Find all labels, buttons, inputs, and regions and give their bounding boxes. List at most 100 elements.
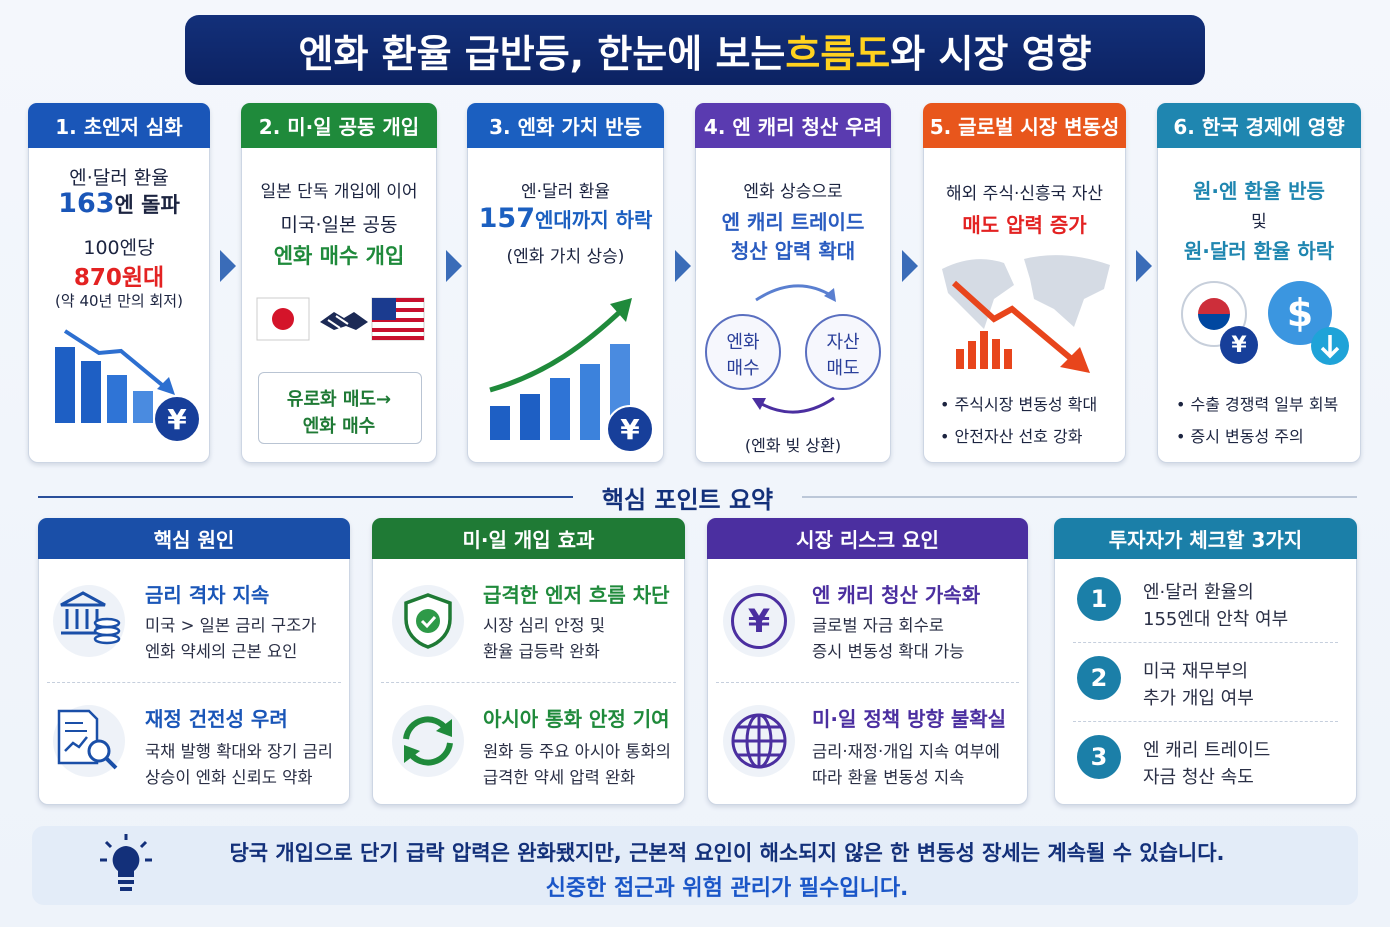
item-title: 급격한 엔저 흐름 차단	[483, 583, 670, 607]
flags	[256, 297, 425, 341]
text: 매도	[826, 358, 860, 379]
graphic	[752, 398, 766, 410]
text: 엔대까지 하락	[535, 208, 653, 232]
text: 유로화 매도→	[286, 389, 392, 410]
graphic	[372, 298, 396, 320]
graphic	[992, 339, 1000, 369]
summary-card: 시장 리스크 요인 ¥ 엔 캐리 청산 가속화 글로벌 자금 회수로 증시 변동…	[707, 518, 1028, 805]
section-title: 핵심 포인트 요약	[601, 486, 774, 514]
step-card: 3. 엔화 가치 반등 엔·달러 환율 157엔대까지 하락 (엔화 가치 상승…	[467, 103, 664, 463]
item-text: 급격한 약세 압력 완화	[483, 768, 636, 787]
graphic	[403, 716, 449, 740]
step-title: 5. 글로벌 시장 변동성	[923, 103, 1126, 148]
graphic	[1060, 347, 1090, 373]
flow-arrow	[1136, 250, 1152, 282]
text: 엔·달러 환율	[69, 167, 169, 189]
graphic	[436, 719, 452, 737]
summary-card: 투자자가 체크할 3가지 1 엔·달러 환율의 155엔대 안착 여부 2 미국…	[1054, 518, 1357, 805]
check-text: 미국 재무부의	[1143, 661, 1249, 682]
check-text: 엔 캐리 트레이드	[1143, 740, 1271, 761]
graphic	[980, 331, 988, 369]
graphic	[107, 375, 127, 423]
text: 미국·일본 공동	[280, 214, 398, 236]
step-title: 4. 엔 캐리 청산 우려	[695, 103, 891, 148]
graphic	[407, 742, 453, 766]
bullet: • 수출 경쟁력 일부 회복	[1176, 395, 1339, 414]
item-title: 미·일 정책 방향 불확실	[812, 707, 1007, 731]
graphic	[104, 756, 118, 770]
step-title: 3. 엔화 가치 반등	[467, 103, 664, 148]
cycle-arrows	[752, 284, 836, 414]
graphic	[550, 378, 570, 440]
graphic	[1198, 298, 1230, 314]
check-text: 155엔대 안착 여부	[1143, 609, 1289, 630]
flow-arrow	[220, 250, 236, 282]
text: 엔화	[726, 332, 760, 353]
graphic	[371, 297, 425, 341]
bulb-icon	[100, 834, 152, 891]
bullet: • 증시 변동성 주의	[1176, 427, 1304, 446]
falling-chart	[55, 329, 175, 423]
cycle-circle	[705, 314, 781, 390]
graphic	[416, 609, 440, 633]
item-title: 재정 건전성 우려	[145, 707, 288, 731]
item-title: 아시아 통화 안정 기여	[483, 707, 670, 731]
yen-coin: ¥	[606, 405, 654, 453]
graphic	[87, 739, 111, 763]
graphic	[157, 377, 175, 395]
card-title: 미·일 개입 효과	[372, 518, 685, 559]
divider	[802, 496, 1357, 498]
item-text: 글로벌 자금 회수로	[812, 616, 944, 635]
graphic	[610, 298, 632, 322]
graphic	[63, 329, 169, 391]
highlight: 원·엔 환율 반등	[1193, 179, 1325, 203]
number: 157	[478, 203, 535, 234]
graphic	[327, 315, 349, 329]
graphic	[272, 308, 294, 330]
graphic	[489, 306, 626, 393]
graphic	[93, 617, 121, 629]
step-card: 1. 초엔저 심화 엔·달러 환율 163엔 돌파 100엔당 870원대 (약…	[28, 103, 210, 463]
graphic	[372, 298, 424, 302]
number: 163	[58, 188, 115, 219]
check-text: 자금 청산 속도	[1143, 767, 1254, 788]
cycle-icon	[403, 716, 453, 766]
graphic	[372, 328, 424, 332]
check-number: 1	[1077, 577, 1121, 621]
graphic	[755, 284, 833, 302]
text: 엔·달러 환율	[520, 182, 610, 202]
item-text: 증시 변동성 확대 가능	[812, 642, 965, 661]
graphic	[256, 297, 310, 341]
flow-arrow	[446, 250, 462, 282]
flow-arrow	[902, 250, 918, 282]
text: 자산	[826, 332, 860, 353]
text: 주식시장 변동성 확대	[954, 395, 1098, 414]
divider	[47, 682, 341, 683]
step-title: 6. 한국 경제에 영향	[1157, 103, 1361, 148]
step-card: 6. 한국 경제에 영향 원·엔 환율 반등 및 원·달러 환율 하락 ¥ $ …	[1157, 103, 1361, 463]
graphic	[1320, 335, 1340, 359]
down-badge	[1311, 327, 1349, 365]
item-title: 금리 격차 지속	[145, 583, 270, 607]
item-text: 따라 환율 변동성 지속	[812, 768, 965, 787]
text: (엔화 가치 상승)	[506, 247, 625, 267]
text: (약 40년 만의 회저)	[55, 292, 183, 310]
text: 100엔당	[83, 237, 155, 259]
graphic	[100, 834, 152, 862]
item-text: 시장 심리 안정 및	[483, 616, 605, 635]
report-icon	[57, 709, 118, 770]
graphic	[55, 347, 75, 423]
graphic	[757, 396, 835, 414]
item-title: 엔 캐리 청산 가속화	[812, 583, 981, 607]
item-text: 환율 급등락 완화	[483, 642, 600, 661]
graphic	[733, 715, 785, 767]
text: (엔화 빚 상환)	[744, 436, 842, 455]
card-title: 투자자가 체크할 3가지	[1054, 518, 1357, 559]
text: 엔화 매수	[302, 416, 376, 437]
graphic	[100, 834, 152, 862]
text: 및	[1251, 212, 1267, 232]
graphic	[81, 361, 101, 423]
yen-badge: ¥	[1220, 326, 1258, 364]
highlight: 매도 압력 증가	[962, 213, 1087, 237]
